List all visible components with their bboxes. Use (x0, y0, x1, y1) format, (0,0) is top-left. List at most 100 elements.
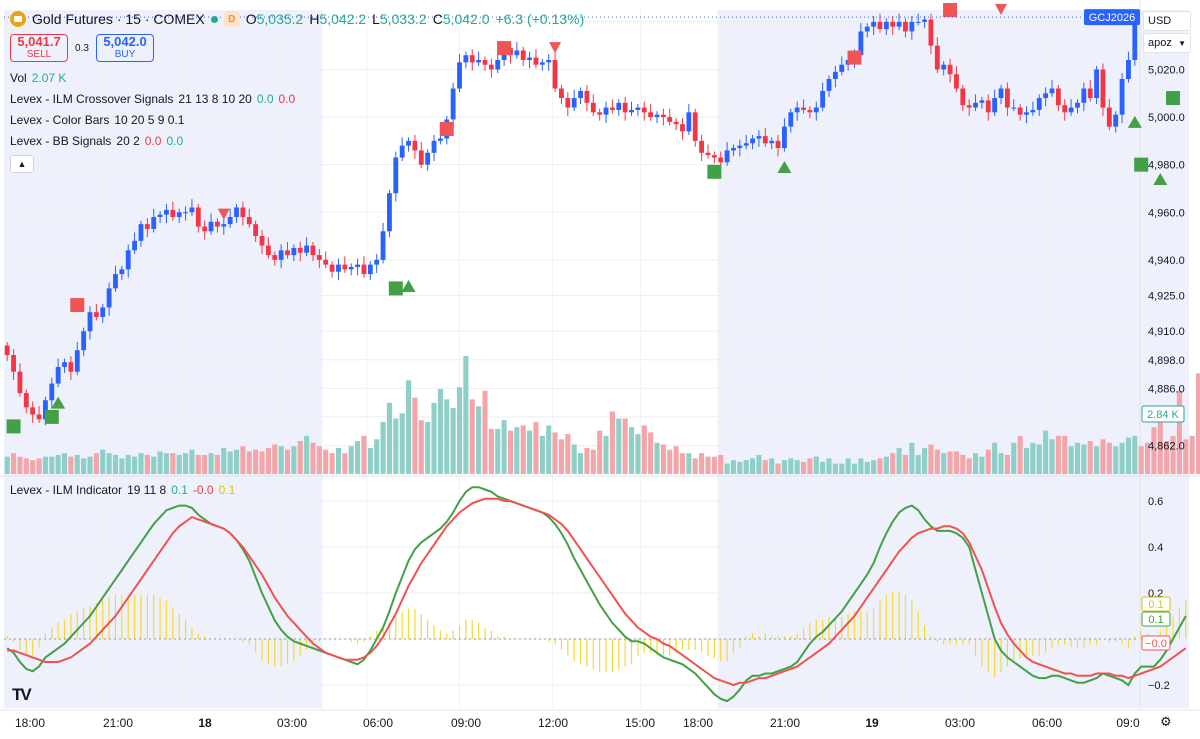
volume-bar (571, 444, 577, 474)
volume-bar (202, 454, 208, 474)
legend-bb-signals[interactable]: Levex - BB Signals 20 2 0.0 0.0 (10, 134, 183, 148)
volume-bar (81, 458, 87, 474)
candle-body (903, 21, 908, 32)
legend-volume-name: Vol (10, 71, 27, 85)
volume-bar (966, 458, 972, 474)
volume-bar (348, 446, 354, 474)
candle-body (743, 143, 749, 146)
legend-volume[interactable]: Vol 2.07 K (10, 71, 66, 85)
volume-bar (730, 460, 737, 474)
spread-value: 0.3 (75, 42, 89, 54)
volume-bar (1100, 439, 1106, 474)
volume-bar (832, 463, 838, 474)
session-shade-2 (717, 10, 1189, 708)
volume-bar (316, 446, 322, 474)
volume-bar (628, 427, 635, 474)
collapse-legend-button[interactable]: ▲ (10, 155, 34, 173)
volume-bar (667, 449, 673, 474)
volume-bar (1170, 435, 1176, 474)
volume-bar (208, 453, 214, 474)
volume-bar (616, 418, 622, 474)
currency-selector[interactable]: USD (1143, 11, 1191, 31)
volume-bar (992, 442, 998, 474)
volume-bar (546, 425, 552, 474)
time-tick-label: 18:00 (683, 716, 713, 730)
legend-color-bars[interactable]: Levex - Color Bars 10 20 5 9 0.1 (10, 113, 184, 127)
legend-ilm-value-2: -0.0 (192, 483, 214, 497)
volume-bar (533, 421, 539, 474)
candle-body (520, 50, 526, 60)
volume-bar (750, 458, 756, 474)
candle-body (157, 214, 163, 218)
ilm-histogram (6, 592, 1187, 678)
scale-selector[interactable]: apoz ▼ (1143, 33, 1191, 53)
osc-value-tag (1141, 611, 1171, 627)
volume-bar (278, 446, 284, 474)
volume-bars (4, 356, 1200, 474)
candle-body (590, 102, 596, 113)
candle-body (1119, 79, 1125, 115)
volume-bar (762, 460, 768, 474)
contract-label: GCJ2026 (1089, 12, 1135, 24)
candle-body (992, 98, 998, 113)
volume-bar (1068, 446, 1074, 474)
candle-body (406, 140, 411, 146)
candle-body (342, 264, 348, 270)
legend-crossover[interactable]: Levex - ILM Crossover Signals 21 13 8 10… (10, 92, 295, 106)
legend-bb-params: 20 2 (116, 134, 140, 148)
candle-body (699, 140, 705, 153)
candle-body (1081, 88, 1087, 103)
candle-body (399, 145, 405, 158)
delayed-badge[interactable]: D (223, 11, 240, 27)
legend-ilm-indicator[interactable]: Levex - ILM Indicator 19 11 8 0.1 -0.0 0… (10, 483, 235, 497)
tradingview-logo-icon[interactable]: TV (12, 685, 32, 704)
candle-body (316, 255, 322, 260)
signal-square-red (847, 50, 862, 65)
volume-bar (361, 435, 367, 474)
candle-body (176, 212, 182, 218)
volume-bar (176, 454, 182, 474)
candle-body (539, 62, 545, 65)
volume-bar (953, 451, 959, 474)
volume-bar (679, 453, 686, 474)
trade-panel: 5,041.7 SELL 0.3 5,042.0 BUY (10, 34, 154, 62)
volume-bar (1087, 441, 1093, 474)
volume-bar (106, 453, 112, 474)
candle-body (265, 245, 271, 256)
candle-body (106, 288, 112, 308)
candle-body (412, 140, 418, 151)
candle-body (100, 307, 106, 317)
candle-body (762, 136, 768, 144)
currency-value: USD (1148, 15, 1172, 27)
candle-body (686, 112, 692, 132)
candle-body (979, 100, 985, 103)
open-value: 5,035.2 (256, 11, 304, 27)
candle-body (4, 345, 10, 356)
volume-bar (284, 449, 291, 474)
volume-bar (820, 461, 826, 474)
candle-body (208, 221, 214, 232)
volume-bar (737, 461, 743, 474)
candle-body (463, 55, 469, 63)
symbol-title[interactable]: Gold Futures · 15 · COMEX (32, 11, 205, 27)
buy-button[interactable]: 5,042.0 BUY (96, 34, 154, 62)
candle-body (310, 245, 316, 256)
volume-bar (93, 453, 99, 474)
gear-icon[interactable]: ⚙ (1160, 714, 1172, 729)
volume-bar (985, 449, 991, 474)
volume-bar (1049, 439, 1055, 474)
volume-bar (565, 434, 571, 474)
volume-bar (635, 434, 641, 474)
sell-button[interactable]: 5,041.7 SELL (10, 34, 68, 62)
candle-body (788, 112, 794, 127)
price-tick-label: 4,960.0 (1148, 207, 1185, 219)
candle-body (629, 109, 634, 113)
candle-body (1094, 69, 1100, 99)
volume-bar (826, 458, 832, 474)
session-shade-1 (4, 10, 323, 708)
legend-crossover-name: Levex - ILM Crossover Signals (10, 92, 174, 106)
volume-bar (450, 408, 456, 474)
volume-bar (883, 456, 889, 474)
candle-body (890, 21, 896, 27)
